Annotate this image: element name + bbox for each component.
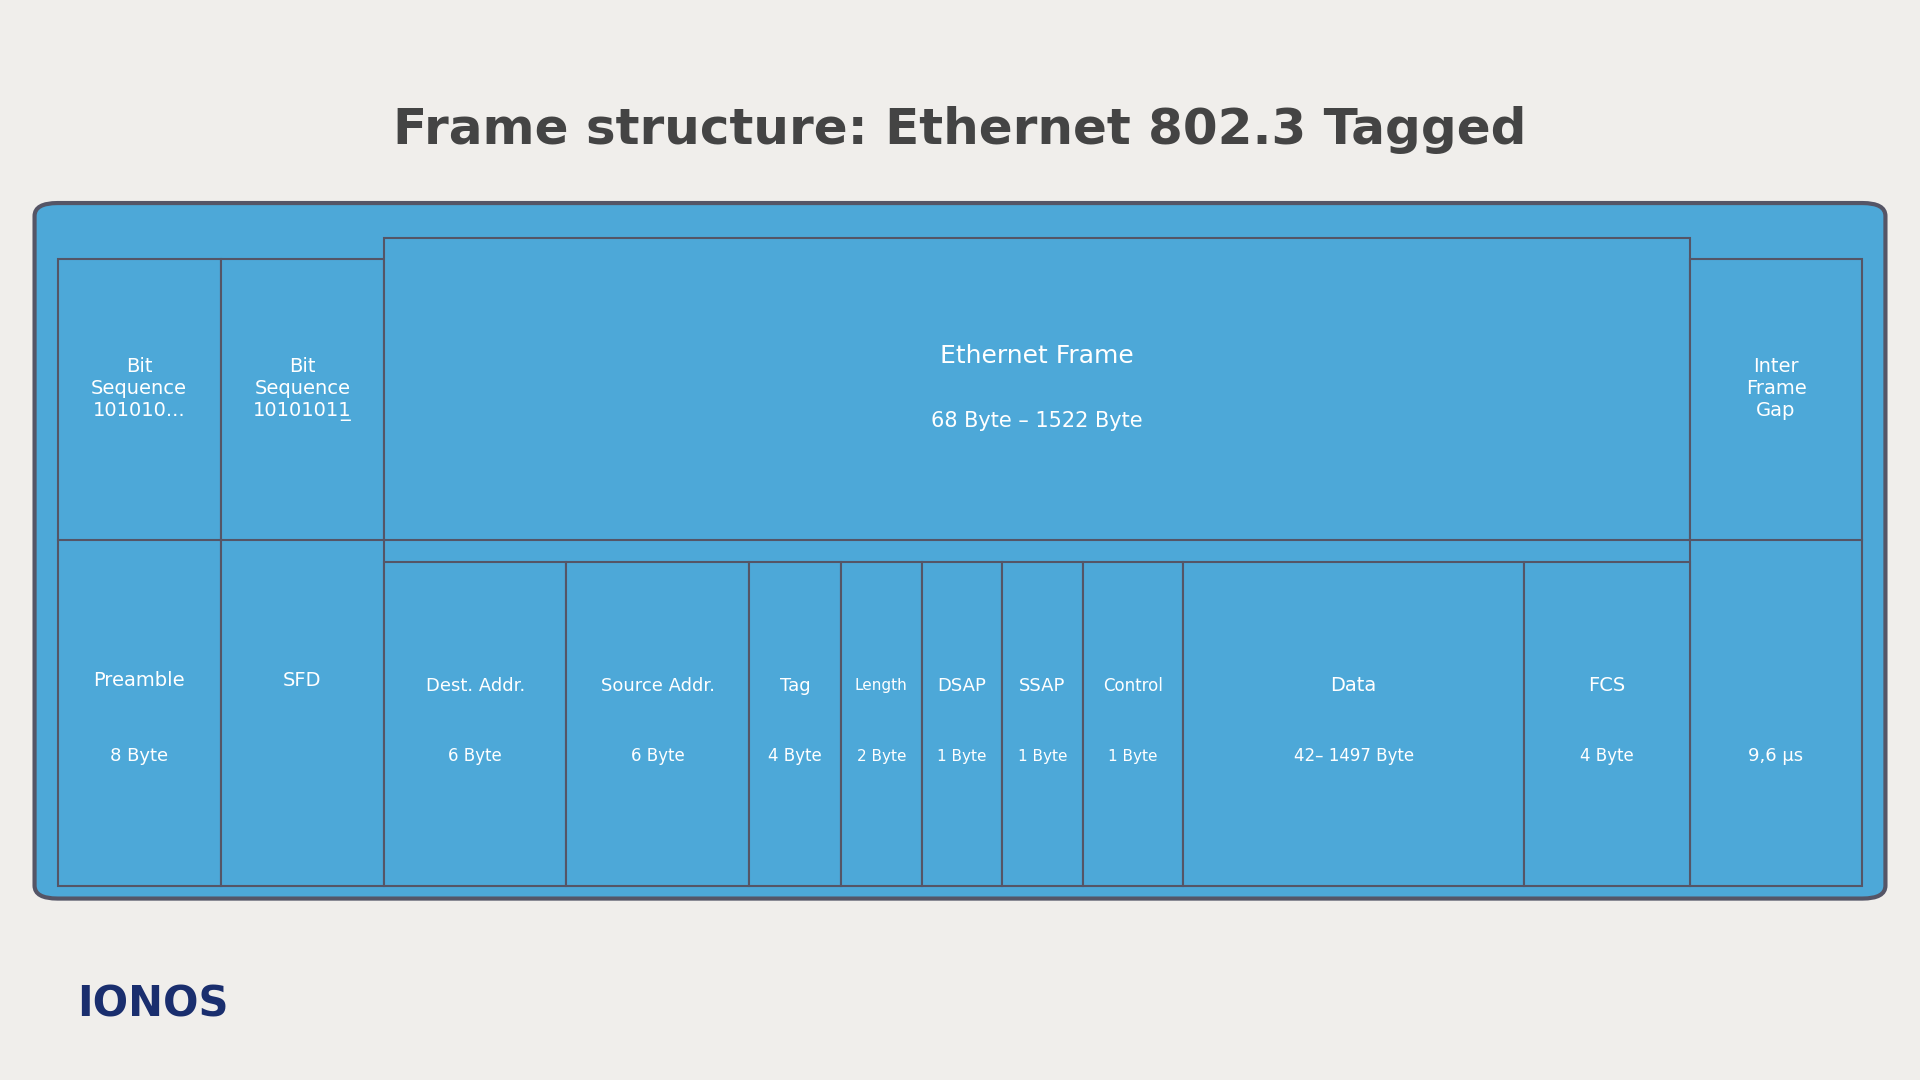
Text: FCS: FCS (1588, 676, 1626, 696)
Bar (1690, 259, 1862, 886)
Text: 42– 1497 Byte: 42– 1497 Byte (1294, 747, 1413, 765)
Text: 4 Byte: 4 Byte (768, 747, 822, 765)
Text: Ethernet Frame: Ethernet Frame (941, 345, 1133, 368)
Bar (384, 562, 566, 886)
Text: IONOS: IONOS (77, 984, 228, 1025)
Text: 9,6 µs: 9,6 µs (1749, 747, 1803, 765)
Text: Tag: Tag (780, 677, 810, 694)
Text: 2 Byte: 2 Byte (856, 748, 906, 764)
Bar (749, 562, 841, 886)
Bar (384, 238, 1690, 540)
Bar (221, 259, 384, 886)
Bar (1524, 562, 1690, 886)
Text: DSAP: DSAP (937, 677, 987, 694)
Text: 6 Byte: 6 Byte (632, 747, 684, 765)
Text: Preamble: Preamble (94, 671, 184, 690)
Text: Inter
Frame
Gap: Inter Frame Gap (1745, 357, 1807, 420)
Text: SSAP: SSAP (1020, 677, 1066, 694)
Bar (58, 259, 221, 886)
Text: Length: Length (854, 678, 908, 693)
Text: SFD: SFD (282, 671, 323, 690)
Text: 4 Byte: 4 Byte (1580, 747, 1634, 765)
Text: 1 Byte: 1 Byte (1108, 748, 1158, 764)
Text: Data: Data (1331, 676, 1377, 696)
Bar (1083, 562, 1183, 886)
Bar (566, 562, 749, 886)
Text: 1 Byte: 1 Byte (937, 748, 987, 764)
Text: Dest. Addr.: Dest. Addr. (426, 677, 524, 694)
Text: 8 Byte: 8 Byte (109, 747, 169, 765)
Text: 6 Byte: 6 Byte (449, 747, 501, 765)
Text: Control: Control (1102, 677, 1164, 694)
Text: Source Addr.: Source Addr. (601, 677, 714, 694)
Text: 68 Byte – 1522 Byte: 68 Byte – 1522 Byte (931, 411, 1142, 431)
Text: Bit
Sequence
101010...: Bit Sequence 101010... (92, 357, 188, 420)
Text: 1 Byte: 1 Byte (1018, 748, 1068, 764)
Bar (1183, 562, 1524, 886)
Bar (841, 562, 922, 886)
FancyBboxPatch shape (35, 203, 1885, 899)
Text: Frame structure: Ethernet 802.3 Tagged: Frame structure: Ethernet 802.3 Tagged (394, 106, 1526, 153)
Text: Bit
Sequence
10101011̲: Bit Sequence 10101011̲ (253, 356, 351, 421)
Bar (922, 562, 1002, 886)
Bar (1002, 562, 1083, 886)
